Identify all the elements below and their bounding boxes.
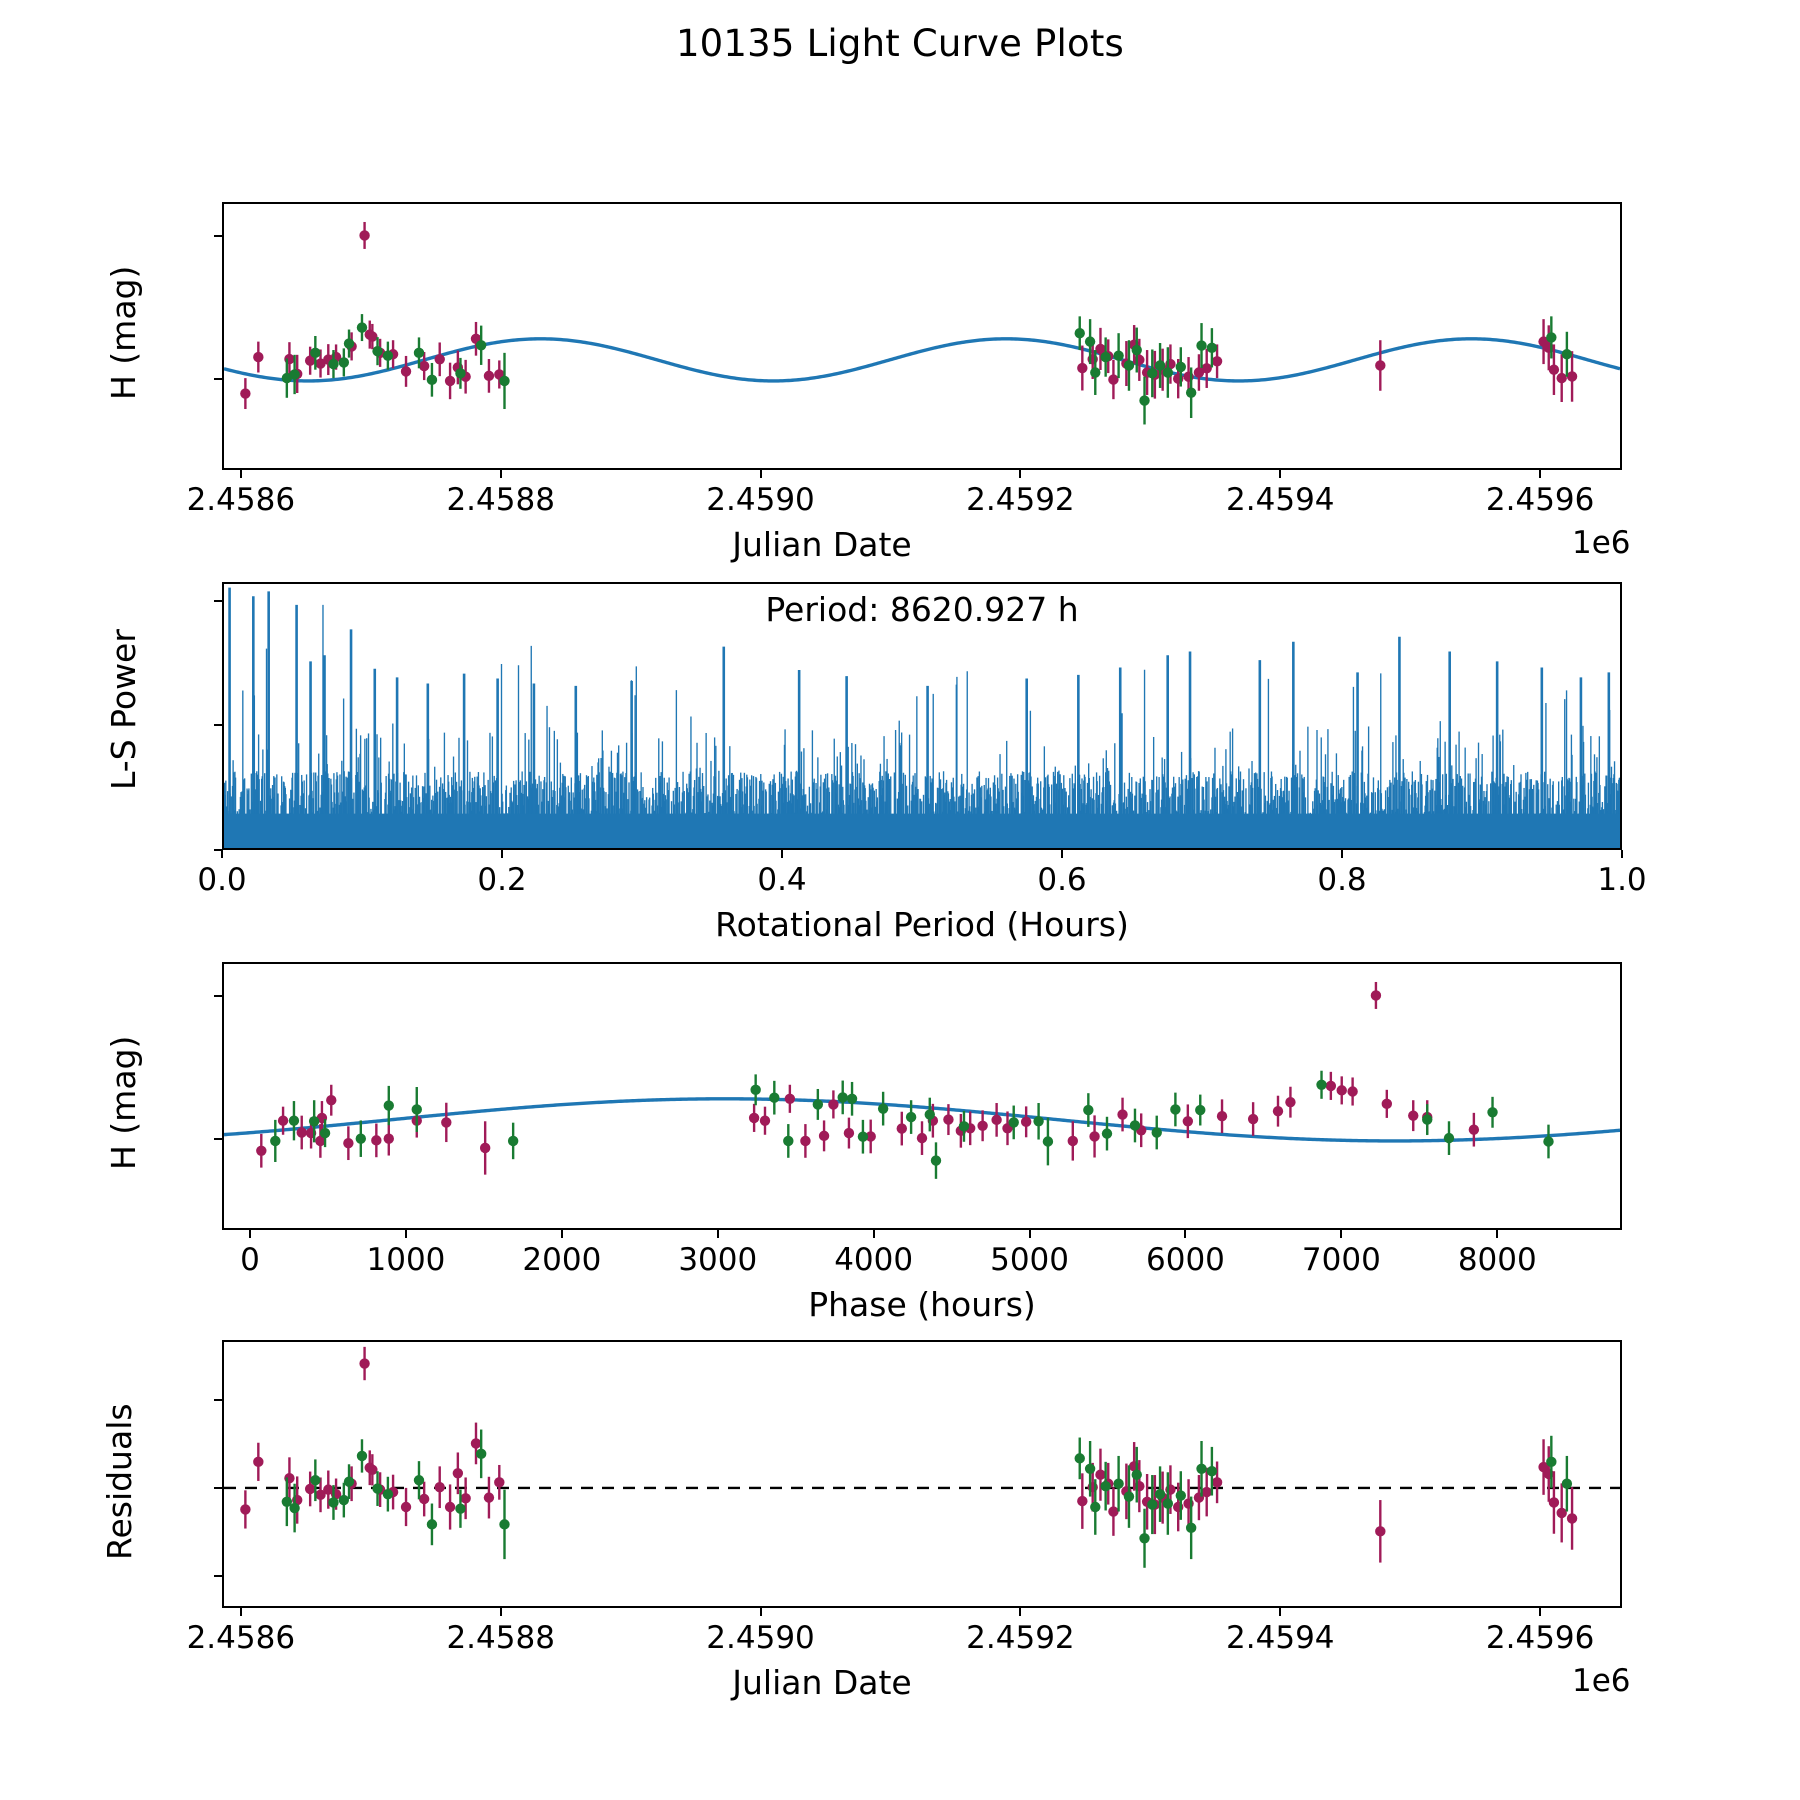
x-tick-label: 0 bbox=[240, 1242, 260, 1278]
y-tick-mark bbox=[214, 1398, 222, 1401]
x-tick-label: 0.8 bbox=[1317, 862, 1367, 898]
panel2-xlabel: Rotational Period (Hours) bbox=[715, 905, 1129, 944]
x-tick-mark bbox=[1539, 1608, 1542, 1616]
model-fit-curve bbox=[224, 337, 1620, 383]
x-tick-mark bbox=[1539, 470, 1542, 478]
x-tick-mark bbox=[781, 850, 783, 858]
model-fit-curve bbox=[224, 1097, 1620, 1143]
x-tick-label: 4000 bbox=[834, 1242, 914, 1278]
figure-title: 10135 Light Curve Plots bbox=[675, 22, 1125, 65]
y-tick-mark bbox=[214, 377, 222, 380]
y-tick-mark bbox=[214, 724, 222, 727]
x-tick-mark bbox=[1019, 1608, 1022, 1616]
lightcurve-series_b bbox=[281, 314, 1573, 425]
x-tick-mark bbox=[501, 850, 503, 858]
x-tick-mark bbox=[1341, 850, 1343, 858]
panel4-plot-area[interactable] bbox=[222, 1340, 1622, 1608]
x-tick-label: 6000 bbox=[1146, 1242, 1225, 1278]
panel1-plot-area[interactable] bbox=[222, 202, 1622, 470]
x-tick-mark bbox=[239, 1608, 242, 1616]
period-annotation: Period: 8620.927 h bbox=[765, 590, 1079, 629]
x-tick-label: 2.4592 bbox=[966, 1620, 1075, 1656]
x-tick-mark bbox=[1496, 1230, 1499, 1238]
x-tick-label: 0.6 bbox=[1037, 862, 1087, 898]
x-tick-mark bbox=[759, 1608, 762, 1616]
x-tick-label: 2.4586 bbox=[186, 482, 296, 518]
y-tick-mark bbox=[214, 849, 222, 851]
y-tick-mark bbox=[214, 235, 222, 238]
x-tick-label: 2.4594 bbox=[1226, 482, 1335, 518]
x-tick-label: 2.4590 bbox=[706, 1620, 815, 1656]
x-tick-mark bbox=[560, 1230, 563, 1238]
x-tick-mark bbox=[759, 470, 762, 478]
x-tick-mark bbox=[249, 1230, 252, 1238]
y-tick-mark bbox=[214, 995, 222, 998]
x-tick-label: 7000 bbox=[1301, 1242, 1381, 1278]
panel4-ylabel: Residuals bbox=[100, 1403, 139, 1560]
phase-series_b bbox=[270, 1070, 1554, 1179]
x-tick-mark bbox=[499, 470, 502, 478]
periodogram-spikes bbox=[224, 587, 1620, 848]
x-tick-label: 2.4586 bbox=[186, 1620, 296, 1656]
x-tick-label: 1.0 bbox=[1597, 862, 1647, 898]
x-tick-mark bbox=[221, 850, 223, 858]
panel1-ylabel: H (mag) bbox=[104, 265, 143, 400]
panel3-plot-area[interactable] bbox=[222, 962, 1622, 1230]
x-tick-label: 0.0 bbox=[197, 862, 247, 898]
x-tick-mark bbox=[404, 1230, 407, 1238]
panel1-xlabel: Julian Date bbox=[732, 525, 912, 564]
panel3-ylabel: H (mag) bbox=[104, 1035, 143, 1170]
x-tick-mark bbox=[499, 1608, 502, 1616]
x-tick-label: 2.4588 bbox=[446, 482, 555, 518]
x-tick-label: 5000 bbox=[990, 1242, 1070, 1278]
x-tick-label: 2.4592 bbox=[966, 482, 1075, 518]
y-tick-mark bbox=[214, 1487, 222, 1490]
x-tick-label: 2.4590 bbox=[706, 482, 815, 518]
x-tick-label: 2.4596 bbox=[1485, 1620, 1595, 1656]
panel4-x-offset-text: 1e6 bbox=[1572, 1663, 1631, 1699]
panel2-ylabel: L-S Power bbox=[104, 629, 143, 790]
x-tick-mark bbox=[1061, 850, 1063, 858]
y-tick-mark bbox=[214, 1575, 222, 1578]
x-tick-mark bbox=[1019, 470, 1022, 478]
x-tick-label: 3000 bbox=[678, 1242, 758, 1278]
x-tick-label: 2.4594 bbox=[1226, 1620, 1335, 1656]
panel4-xlabel: Julian Date bbox=[732, 1663, 912, 1702]
x-tick-label: 2000 bbox=[522, 1242, 602, 1278]
x-tick-label: 2.4588 bbox=[446, 1620, 555, 1656]
panel3-xlabel: Phase (hours) bbox=[808, 1285, 1036, 1324]
x-tick-mark bbox=[872, 1230, 875, 1238]
x-tick-label: 0.4 bbox=[757, 862, 807, 898]
x-tick-mark bbox=[1340, 1230, 1343, 1238]
x-tick-mark bbox=[1279, 470, 1282, 478]
y-tick-mark bbox=[214, 1137, 222, 1140]
x-tick-mark bbox=[1279, 1608, 1282, 1616]
x-tick-mark bbox=[239, 470, 242, 478]
y-tick-mark bbox=[214, 599, 222, 602]
x-tick-label: 0.2 bbox=[477, 862, 527, 898]
x-tick-mark bbox=[716, 1230, 719, 1238]
residual-series_b bbox=[281, 1429, 1573, 1568]
x-tick-label: 1000 bbox=[366, 1242, 446, 1278]
residual-series_a bbox=[240, 1346, 1578, 1563]
x-tick-mark bbox=[1621, 850, 1623, 858]
lightcurve-series_a bbox=[240, 221, 1578, 410]
panel2-plot-area[interactable] bbox=[222, 582, 1622, 850]
panel1-x-offset-text: 1e6 bbox=[1572, 525, 1631, 561]
x-tick-mark bbox=[1028, 1230, 1031, 1238]
x-tick-label: 2.4596 bbox=[1485, 482, 1595, 518]
phase-series_a bbox=[256, 981, 1480, 1175]
x-tick-mark bbox=[1184, 1230, 1187, 1238]
x-tick-label: 8000 bbox=[1457, 1242, 1537, 1278]
